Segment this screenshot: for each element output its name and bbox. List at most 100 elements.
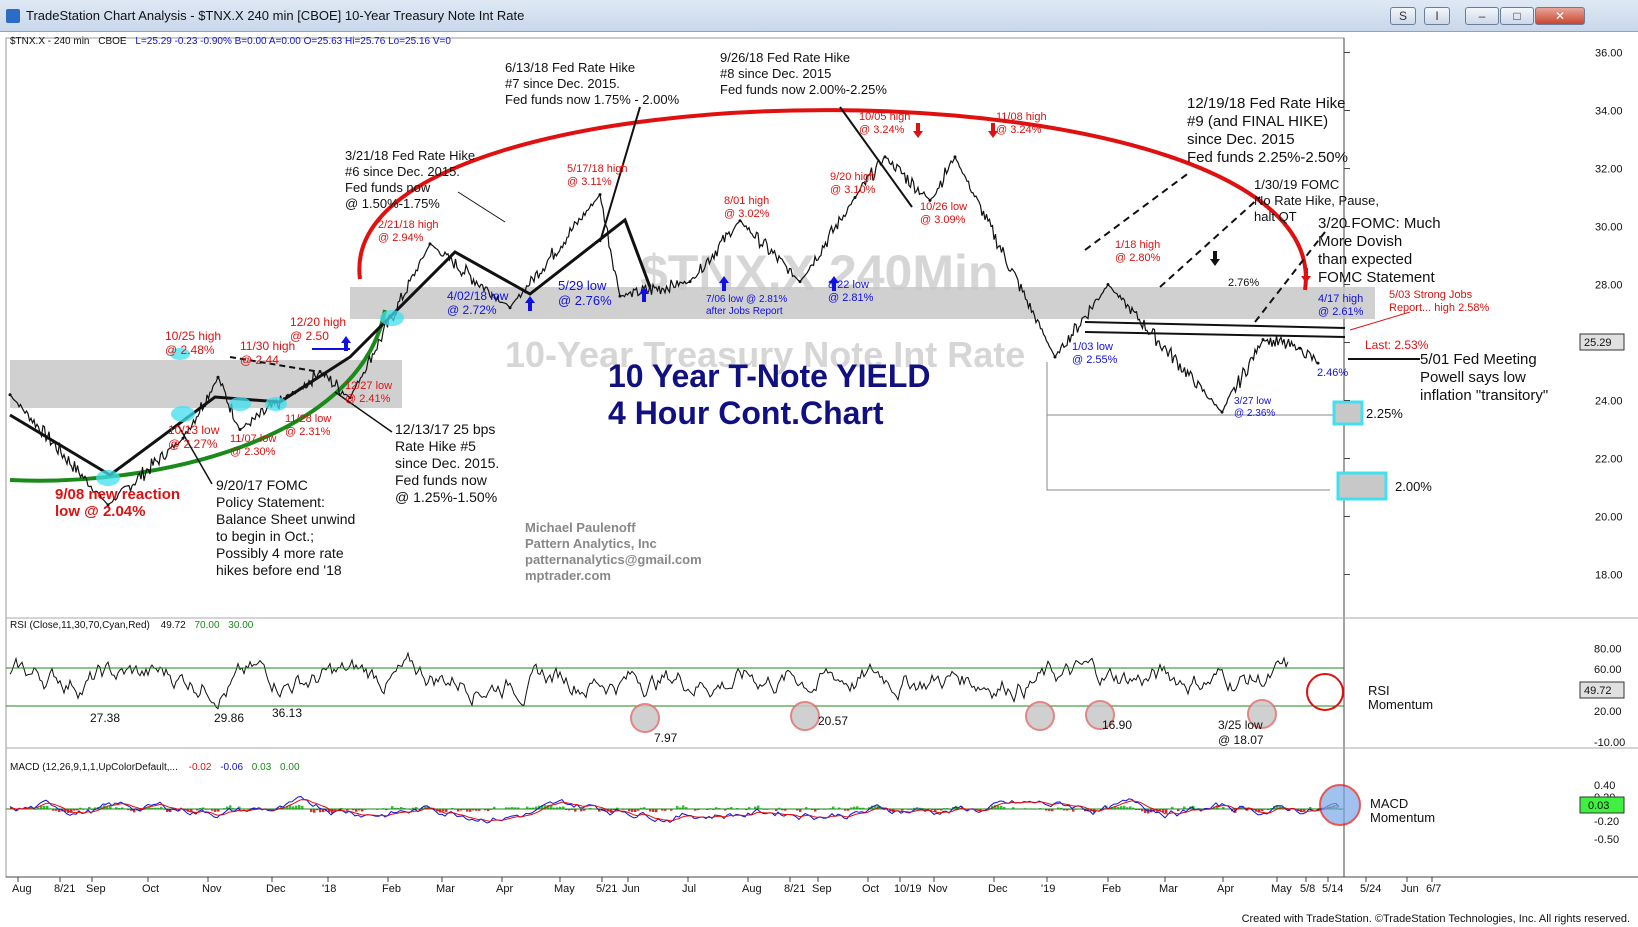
- macd-histogram-bar: [508, 807, 511, 809]
- macd-histogram-bar: [511, 807, 514, 809]
- macd-histogram-bar: [457, 809, 460, 812]
- indicator-link-button[interactable]: I: [1424, 7, 1450, 25]
- macd-histogram-bar: [169, 809, 172, 812]
- macd-histogram-bar: [190, 809, 193, 812]
- x-tick-label: 8/21: [54, 883, 75, 895]
- macd-histogram-bar: [676, 805, 679, 809]
- x-tick-label: 5/21: [596, 883, 617, 895]
- macd-histogram-bar: [1123, 805, 1126, 809]
- author-block: Michael Paulenoff Pattern Analytics, Inc…: [525, 520, 702, 583]
- macd-histogram-bar: [331, 809, 334, 814]
- x-tick-label: 8/21: [784, 883, 805, 895]
- top-arc: [357, 108, 1308, 291]
- cyan-marker: [229, 397, 251, 411]
- macd-histogram-bar: [1117, 806, 1120, 809]
- symbol-link-button[interactable]: S: [1390, 7, 1416, 25]
- arrow-up-icon: [525, 296, 535, 311]
- rsi-low-label: 36.13: [272, 706, 302, 720]
- plot-frame: [5, 37, 1345, 878]
- macd-histogram-bar: [292, 806, 295, 809]
- macd-histogram-bar: [682, 805, 685, 809]
- rsi-header-upper: 70.00: [194, 620, 219, 631]
- price-line: [9, 155, 1319, 506]
- app-icon: [6, 9, 20, 23]
- macd-histogram-bar: [175, 809, 178, 811]
- price-pivot-point: [1220, 410, 1224, 414]
- macd-histogram-bar: [997, 805, 1000, 809]
- macd-histogram-bar: [310, 809, 313, 812]
- macd-histogram-bar: [166, 809, 169, 812]
- minimize-icon[interactable]: –: [1465, 7, 1499, 25]
- macd-histogram-bar: [229, 805, 232, 809]
- macd-histogram-bar: [52, 809, 55, 811]
- macd-histogram-bar: [451, 807, 454, 809]
- macd-histogram-bar: [919, 807, 922, 809]
- close-icon[interactable]: ✕: [1535, 7, 1585, 25]
- macd-histogram-bar: [487, 809, 490, 812]
- macd-histogram-bar: [1120, 806, 1123, 809]
- rsi-label: RSI: [1368, 683, 1390, 698]
- macd-histogram-bar: [1252, 809, 1255, 811]
- macd-histogram-bar: [796, 809, 799, 811]
- annotation-black: 6/13/18 Fed Rate Hike #7 since Dec. 2015.…: [505, 60, 680, 107]
- x-tick-label: Feb: [382, 883, 401, 895]
- annotation-red: 9/08 new reaction low @ 2.04%: [55, 486, 180, 520]
- macd-histogram-bar: [679, 807, 682, 809]
- rsi-tick-label: 60.00: [1594, 664, 1622, 676]
- macd-histogram-bar: [214, 809, 217, 812]
- annotation-blue: 7/06 low @ 2.81% after Jobs Report: [706, 294, 787, 317]
- maximize-icon[interactable]: □: [1500, 7, 1534, 25]
- macd-histogram-bar: [352, 809, 355, 811]
- header-values: L=25.29 -0.23 -0.90% B=0.00 A=0.00 O=25.…: [135, 36, 451, 47]
- macd-histogram-bar: [1159, 809, 1162, 811]
- macd-histogram-bar: [445, 809, 448, 812]
- y-tick-label: 18.00: [1595, 570, 1623, 582]
- y-tick-label: 34.00: [1595, 106, 1623, 118]
- macd-histogram-bar: [286, 806, 289, 809]
- x-tick-label: Aug: [742, 883, 762, 895]
- macd-histogram-bar: [517, 807, 520, 809]
- macd-histogram-bar: [649, 809, 652, 812]
- macd-histogram-bar: [475, 809, 478, 811]
- x-tick-label: Nov: [928, 883, 948, 895]
- macd-histogram-bar: [211, 809, 214, 811]
- author-line: Pattern Analytics, Inc: [525, 536, 657, 551]
- macd-histogram-bar: [154, 807, 157, 809]
- macd-last-value: 0.03: [1588, 800, 1609, 812]
- macd-histogram-bar: [397, 807, 400, 809]
- rsi-header-lower: 30.00: [228, 620, 253, 631]
- macd-histogram-bar: [1276, 805, 1279, 809]
- price-pivot-point: [1261, 338, 1265, 342]
- macd-histogram-bar: [1066, 809, 1069, 811]
- macd-histogram-bar: [1144, 809, 1147, 813]
- chart-canvas[interactable]: $TNX.X 240Min 10-Year Treasury Note Int …: [0, 32, 1638, 917]
- macd-histogram-bar: [1192, 805, 1195, 809]
- macd-histogram-bar: [1216, 805, 1219, 809]
- arrow-up-icon: [719, 276, 729, 291]
- macd-histogram-bar: [598, 809, 601, 812]
- macd-histogram-bar: [88, 806, 91, 809]
- macd-histogram-bar: [1057, 807, 1060, 809]
- annotation-red: 10/05 high @ 3.24%: [859, 111, 910, 136]
- macd-histogram-bar: [784, 809, 787, 811]
- macd-histogram-bar: [322, 809, 325, 813]
- author-line: patternanalytics@gmail.com: [525, 552, 702, 567]
- annotation-black: 12/19/18 Fed Rate Hike #9 (and FINAL HIKE…: [1187, 95, 1348, 166]
- support-box-200: [1336, 471, 1388, 501]
- price-pivot-point: [106, 503, 110, 507]
- macd-histogram-bar: [64, 809, 67, 812]
- price-pivot-point: [216, 375, 220, 379]
- price-pivot-point: [883, 155, 887, 159]
- cyan-marker: [265, 397, 287, 411]
- annotation-red: 11/30 high @ 2.44: [240, 339, 295, 367]
- macd-header-v2: -0.06: [220, 762, 243, 773]
- annotation-red: 11/28 low @ 2.31%: [285, 413, 331, 438]
- macd-histogram-bar: [202, 807, 205, 809]
- macd-histogram-bar: [100, 806, 103, 809]
- price-pivot-point: [1298, 346, 1302, 350]
- macd-histogram-bar: [838, 807, 841, 809]
- macd-histogram-bar: [1141, 809, 1144, 812]
- macd-histogram-bar: [670, 809, 673, 811]
- macd-histogram-bar: [1258, 809, 1261, 813]
